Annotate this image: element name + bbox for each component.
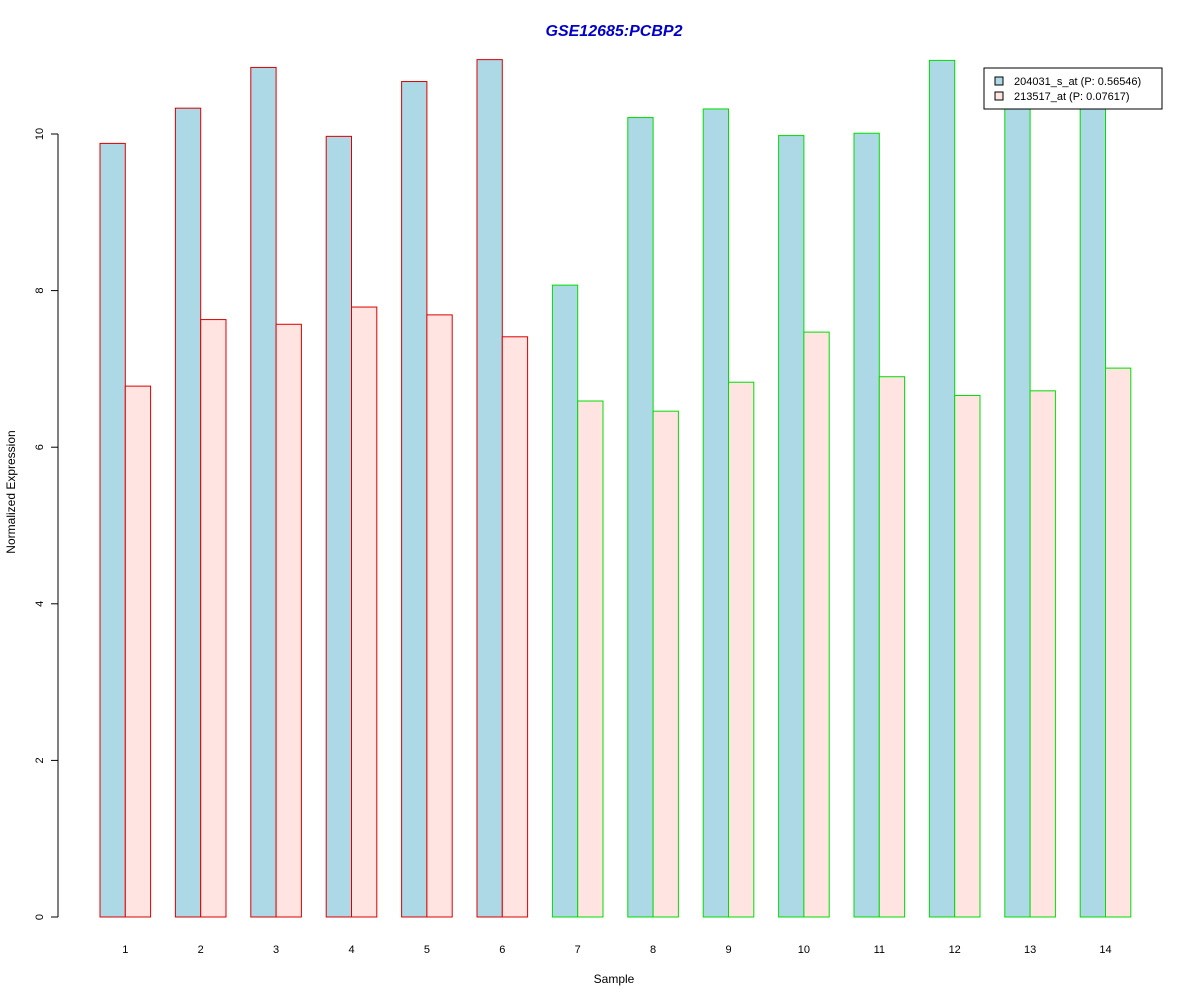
y-tick-label: 6 <box>34 444 46 450</box>
legend-swatch <box>994 76 1004 86</box>
x-tick-labels: 1 2 3 4 5 6 7 8 9 10 11 12 13 14 <box>122 944 1111 956</box>
x-tick-label: 7 <box>575 944 581 956</box>
bar-2-sample-6 <box>501 336 529 918</box>
x-tick-label: 5 <box>424 944 430 956</box>
x-tick-label: 1 <box>122 944 128 956</box>
y-tick-label: 0 <box>34 914 46 920</box>
x-tick-label: 10 <box>798 944 810 956</box>
bar-1-sample-12 <box>928 59 956 918</box>
y-tick-label: 8 <box>34 288 46 294</box>
bar-1-sample-8 <box>627 117 654 918</box>
bar-2-sample-12 <box>954 395 981 918</box>
bar-1-sample-14 <box>1079 106 1106 918</box>
y-axis: 0 2 4 6 8 10 <box>34 128 59 920</box>
bar-2-sample-9 <box>728 381 755 918</box>
bar-1-sample-10 <box>778 135 805 918</box>
y-axis-label: Normalized Expression <box>4 430 18 553</box>
bar-2-sample-4 <box>351 306 378 918</box>
bar-1-sample-2 <box>174 107 202 918</box>
legend: 204031_s_at (P: 0.56546) 213517_at (P: 0.… <box>983 67 1163 110</box>
x-tick-label: 6 <box>499 944 505 956</box>
y-tick-label: 4 <box>34 601 46 607</box>
bar-1-sample-3 <box>250 66 277 918</box>
bar-2-sample-7 <box>577 400 604 918</box>
bar-2-sample-2 <box>200 319 227 918</box>
legend-swatch <box>994 91 1004 101</box>
y-tick-label: 2 <box>34 757 46 763</box>
bar-2-sample-13 <box>1029 390 1056 918</box>
legend-box <box>983 67 1163 110</box>
bar-2-sample-3 <box>275 323 302 918</box>
x-tick-label: 9 <box>725 944 731 956</box>
bar-1-sample-6 <box>476 59 503 918</box>
bar-1-sample-1 <box>99 142 126 918</box>
x-tick-label: 8 <box>650 944 656 956</box>
x-tick-label: 2 <box>198 944 204 956</box>
bar-2-sample-10 <box>803 331 830 918</box>
x-tick-label: 11 <box>874 944 885 956</box>
legend-entry: 204031_s_at (P: 0.56546) <box>1014 76 1141 88</box>
bars-group <box>99 59 1132 918</box>
x-tick-label: 13 <box>1024 944 1036 956</box>
x-tick-label: 4 <box>348 944 354 956</box>
bar-1-sample-7 <box>551 284 579 918</box>
legend-entry: 213517_at (P: 0.07617) <box>1014 91 1130 103</box>
bar-2-sample-8 <box>652 410 679 918</box>
bar-1-sample-11 <box>853 132 880 918</box>
bar-1-sample-13 <box>1004 106 1031 918</box>
bar-1-sample-9 <box>702 108 730 918</box>
bar-2-sample-14 <box>1105 367 1132 918</box>
bar-2-sample-1 <box>124 385 152 918</box>
chart-title: GSE12685:PCBP2 <box>546 23 683 40</box>
x-axis-label: Sample <box>594 972 635 986</box>
bar-1-sample-5 <box>401 81 428 918</box>
bar-2-sample-11 <box>878 376 906 918</box>
bar-1-sample-4 <box>325 135 353 918</box>
bar-2-sample-5 <box>426 314 453 918</box>
y-tick-label: 10 <box>34 128 46 140</box>
x-tick-label: 12 <box>949 944 961 956</box>
x-tick-label: 3 <box>273 944 279 956</box>
x-tick-label: 14 <box>1099 944 1111 956</box>
